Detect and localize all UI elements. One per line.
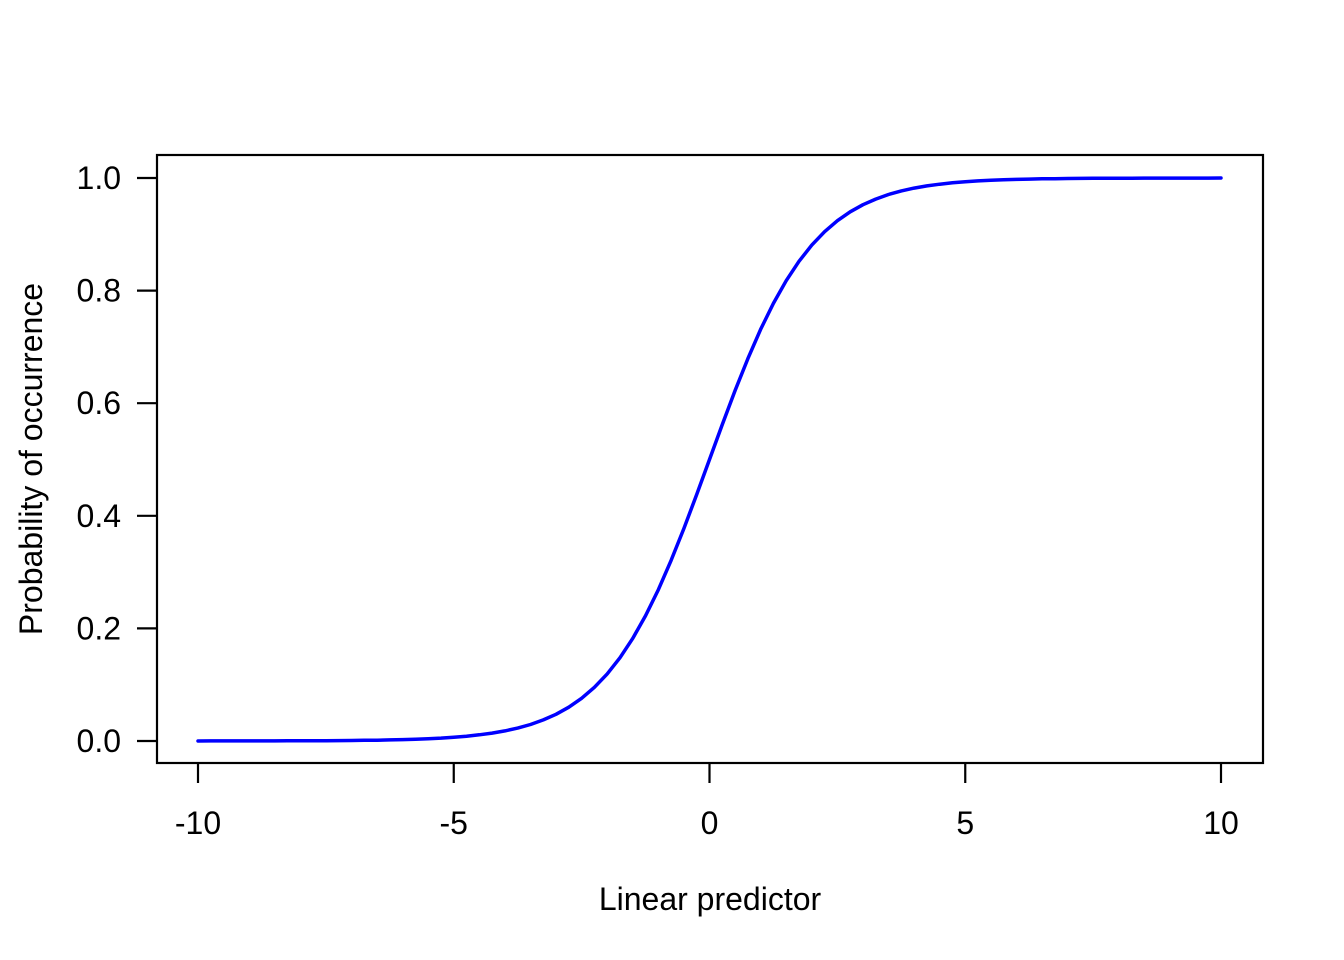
logistic-curve-line: [196, 176, 1223, 743]
y-axis-tick-label: 0.2: [77, 610, 121, 646]
x-axis-tick-label: -5: [440, 805, 468, 841]
x-axis: -10 -5 0 5 10: [175, 763, 1239, 841]
y-axis: 0.0 0.2 0.4 0.6 0.8 1.0: [77, 160, 157, 759]
x-axis-tick-label: 0: [701, 805, 719, 841]
y-axis-tick-label: 0.6: [77, 385, 121, 421]
y-axis-tick-label: 1.0: [77, 160, 121, 196]
y-axis-tick-label: 0.8: [77, 273, 121, 309]
y-axis-title: Probability of occurrence: [13, 283, 49, 635]
x-axis-tick-label: 10: [1203, 805, 1239, 841]
y-axis-tick-label: 0.4: [77, 498, 121, 534]
x-axis-tick-label: -10: [175, 805, 221, 841]
x-axis-tick-label: 5: [956, 805, 974, 841]
x-axis-title: Linear predictor: [599, 881, 822, 917]
y-axis-tick-label: 0.0: [77, 723, 121, 759]
